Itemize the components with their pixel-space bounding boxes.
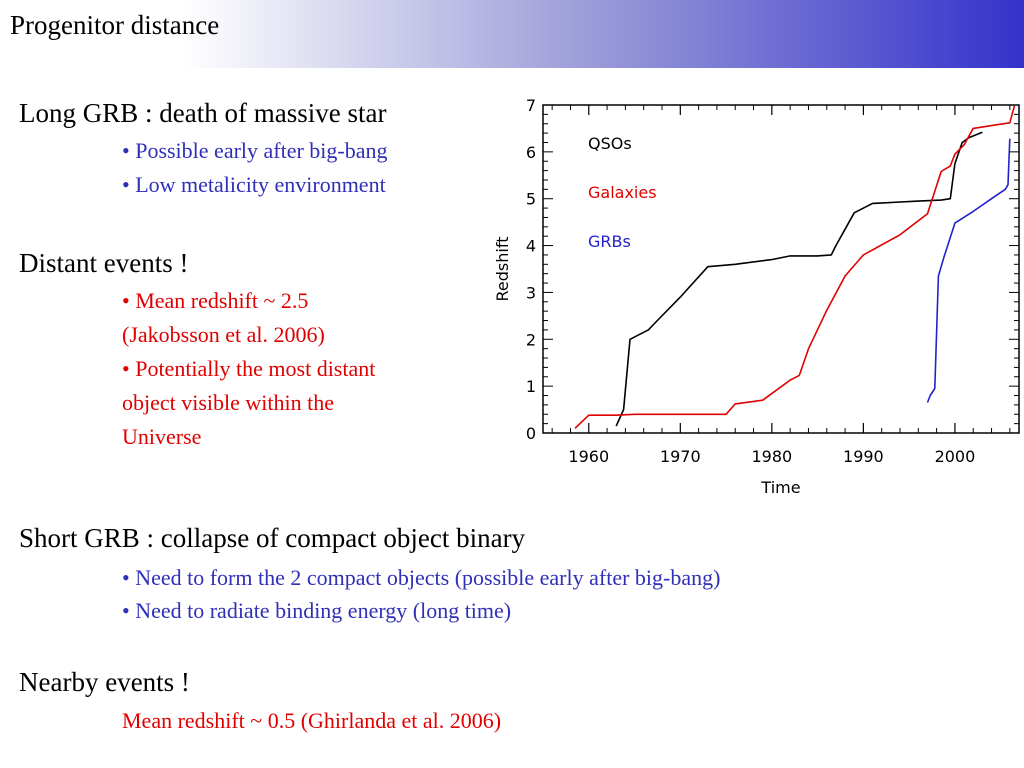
- x-tick-label: 1960: [568, 447, 609, 466]
- short-grb-heading: Short GRB : collapse of compact object b…: [19, 523, 526, 553]
- legend-grbs: GRBs: [588, 232, 631, 251]
- y-tick-label: 7: [526, 96, 536, 115]
- series-line-galaxies: [574, 105, 1016, 429]
- slide-title: Progenitor distance: [10, 10, 220, 40]
- y-tick-label: 2: [526, 330, 536, 349]
- y-tick-label: 4: [526, 237, 536, 256]
- x-axis-label: Time: [760, 478, 800, 497]
- y-axis-label: Redshift: [493, 237, 512, 302]
- nearby-line: Mean redshift ~ 0.5 (Ghirlanda et al. 20…: [122, 708, 502, 733]
- series-line-grbs: [926, 138, 1011, 403]
- series-line-qsos: [615, 131, 983, 427]
- x-tick-label: 1970: [660, 447, 701, 466]
- plot-frame: [542, 104, 1020, 434]
- distant-line-4: object visible within the: [122, 390, 335, 415]
- distant-line-5: Universe: [122, 424, 202, 449]
- x-tick-label: 1990: [843, 447, 884, 466]
- x-tick-label: 1980: [751, 447, 792, 466]
- long-grb-bullet-2: • Low metalicity environment: [122, 172, 386, 197]
- short-grb-bullet-1: • Need to form the 2 compact objects (po…: [122, 565, 721, 590]
- distant-line-2: (Jakobsson et al. 2006): [122, 322, 325, 347]
- distant-line-3: • Potentially the most distant: [122, 356, 376, 381]
- redshift-chart: 1960 1970 1980 1990 2000 0 1 2 3 4 5 6 7 QSOs Galaxie…: [493, 96, 1020, 497]
- nearby-heading: Nearby events !: [19, 667, 190, 697]
- legend-galaxies: Galaxies: [588, 183, 657, 202]
- y-tick-label: 6: [526, 143, 536, 162]
- y-tick-label: 5: [526, 190, 536, 209]
- y-tick-label: 3: [526, 283, 536, 302]
- long-grb-bullet-1: • Possible early after big-bang: [122, 138, 388, 163]
- y-tick-label: 0: [526, 424, 536, 443]
- legend-qsos: QSOs: [588, 134, 632, 153]
- distant-line-1: • Mean redshift ~ 2.5: [122, 288, 309, 313]
- x-tick-label: 2000: [935, 447, 976, 466]
- y-tick-label: 1: [526, 377, 536, 396]
- distant-heading: Distant events !: [19, 248, 189, 278]
- long-grb-heading: Long GRB : death of massive star: [19, 98, 387, 128]
- short-grb-bullet-2: • Need to radiate binding energy (long t…: [122, 598, 512, 623]
- title-bar: Progenitor distance: [0, 0, 1024, 68]
